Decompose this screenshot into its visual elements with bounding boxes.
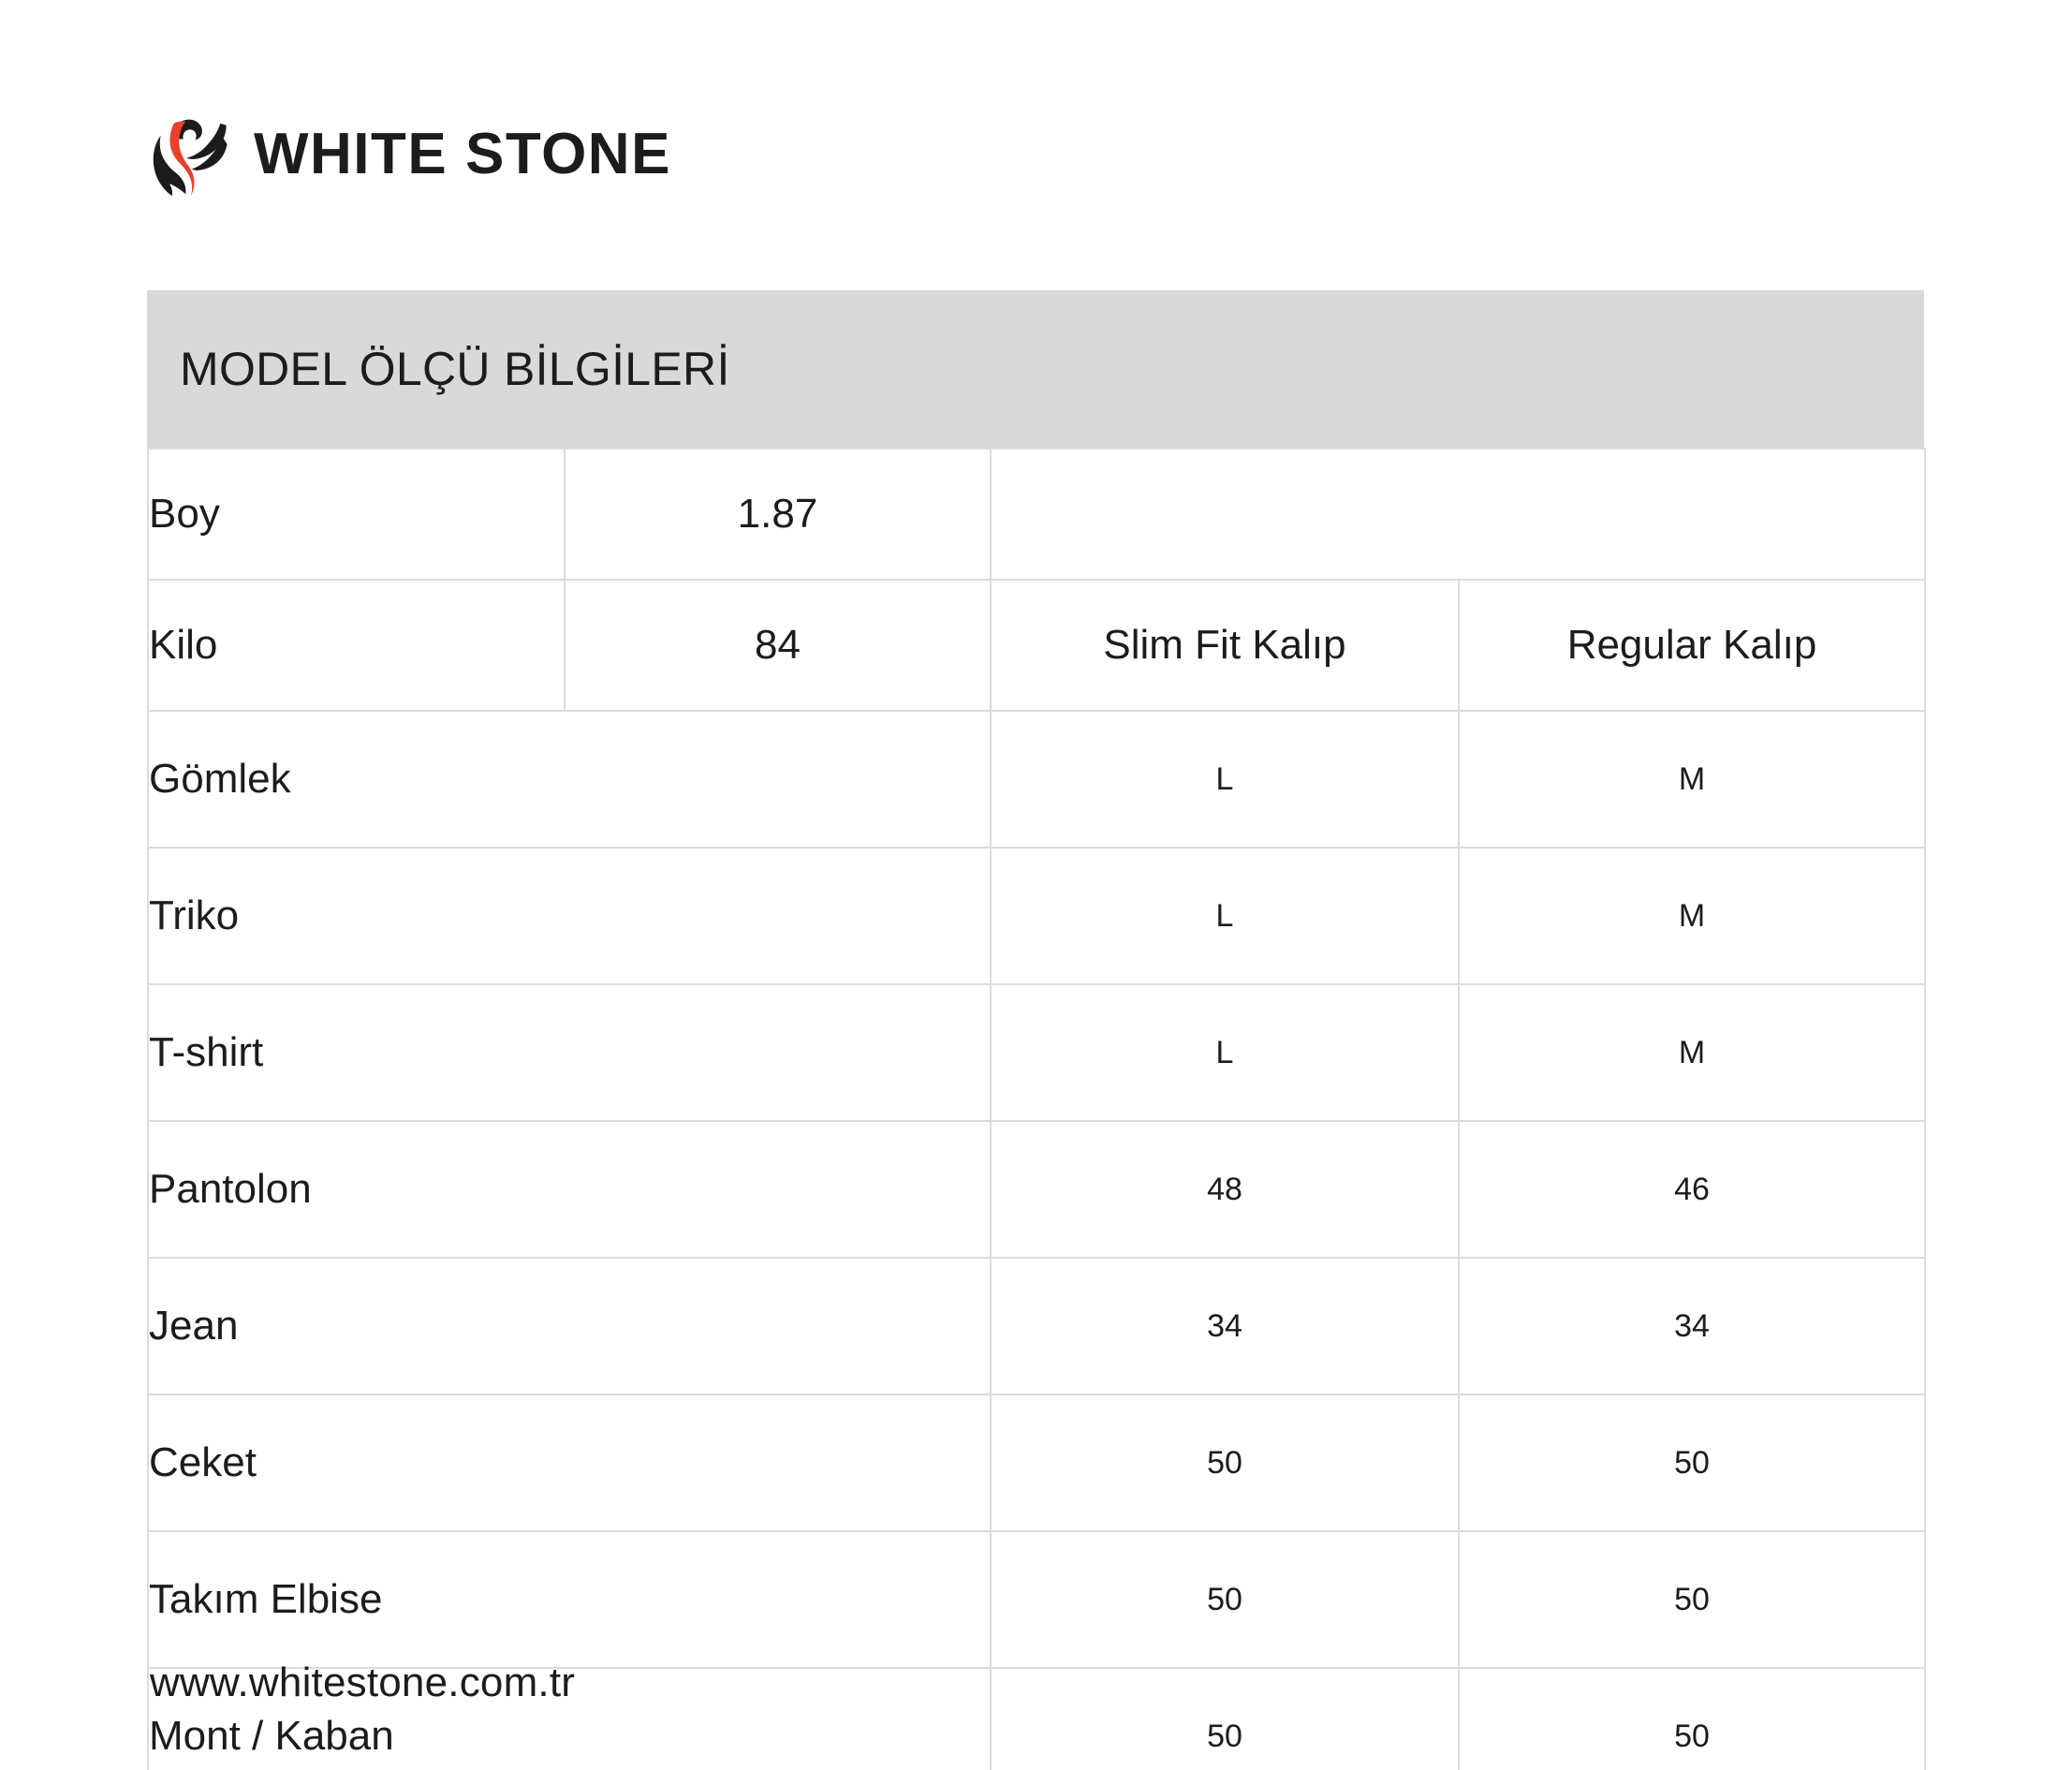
row-regular-ceket: 50: [1458, 1394, 1926, 1532]
table-row: Jean 34 34: [147, 1257, 1926, 1395]
row-label-boy: Boy: [147, 448, 566, 581]
row-label-triko: Triko: [147, 847, 992, 985]
row-regular-jean: 34: [1458, 1257, 1926, 1395]
row-label-gomlek: Gömlek: [147, 710, 992, 848]
column-header-slim-fit: Slim Fit Kalıp: [990, 579, 1460, 712]
row-label-takim-elbise: Takım Elbise: [147, 1530, 992, 1669]
brand-name: WHITE STONE: [254, 122, 671, 186]
table-row: Triko L M: [147, 847, 1926, 985]
row-label-pantolon: Pantolon: [147, 1120, 992, 1259]
row-label-ceket: Ceket: [147, 1394, 992, 1532]
row-label-tshirt: T-shirt: [147, 983, 992, 1122]
phoenix-bird-logo-icon: [153, 119, 228, 197]
table-row: Takım Elbise 50 50: [147, 1530, 1926, 1669]
table-title-bar: MODEL ÖLÇÜ BİLGİLERİ: [147, 290, 1924, 448]
table-row: T-shirt L M: [147, 983, 1926, 1122]
table-row: Ceket 50 50: [147, 1394, 1926, 1532]
row-slim-ceket: 50: [990, 1394, 1460, 1532]
table-row: Pantolon 48 46: [147, 1120, 1926, 1259]
row-regular-gomlek: M: [1458, 710, 1926, 848]
table-row-kilo: Kilo 84 Slim Fit Kalıp Regular Kalıp: [147, 579, 1926, 712]
row-regular-tshirt: M: [1458, 983, 1926, 1122]
column-header-regular: Regular Kalıp: [1458, 579, 1926, 712]
row-regular-mont-kaban: 50: [1458, 1667, 1926, 1770]
row-regular-pantolon: 46: [1458, 1120, 1926, 1259]
row-regular-takim-elbise: 50: [1458, 1530, 1926, 1669]
website-url[interactable]: www.whitestone.com.tr: [150, 1659, 576, 1705]
row-slim-takim-elbise: 50: [990, 1530, 1460, 1669]
row-slim-jean: 34: [990, 1257, 1460, 1395]
row-label-mont-kaban: Mont / Kaban: [147, 1667, 992, 1770]
row-regular-triko: M: [1458, 847, 1926, 985]
measurements-table: Boy 1.87 Kilo 84 Slim Fit Kalıp Regular …: [147, 448, 1926, 1770]
size-table-block: MODEL ÖLÇÜ BİLGİLERİ Boy 1.87 Kilo 84 Sl…: [147, 290, 1926, 1770]
row-label-kilo: Kilo: [147, 579, 566, 712]
empty-span-cell: [990, 448, 1926, 581]
row-slim-gomlek: L: [990, 710, 1460, 848]
row-value-boy: 1.87: [564, 448, 992, 581]
table-row: Mont / Kaban 50 50: [147, 1667, 1926, 1770]
table-row-boy: Boy 1.87: [147, 448, 1926, 581]
row-slim-triko: L: [990, 847, 1460, 985]
table-title: MODEL ÖLÇÜ BİLGİLERİ: [180, 343, 730, 395]
row-slim-tshirt: L: [990, 983, 1460, 1122]
table-row: Gömlek L M: [147, 710, 1926, 848]
row-value-kilo: 84: [564, 579, 992, 712]
row-slim-pantolon: 48: [990, 1120, 1460, 1259]
brand-logo-lockup: WHITE STONE: [147, 103, 671, 206]
row-slim-mont-kaban: 50: [990, 1667, 1460, 1770]
row-label-jean: Jean: [147, 1257, 992, 1395]
